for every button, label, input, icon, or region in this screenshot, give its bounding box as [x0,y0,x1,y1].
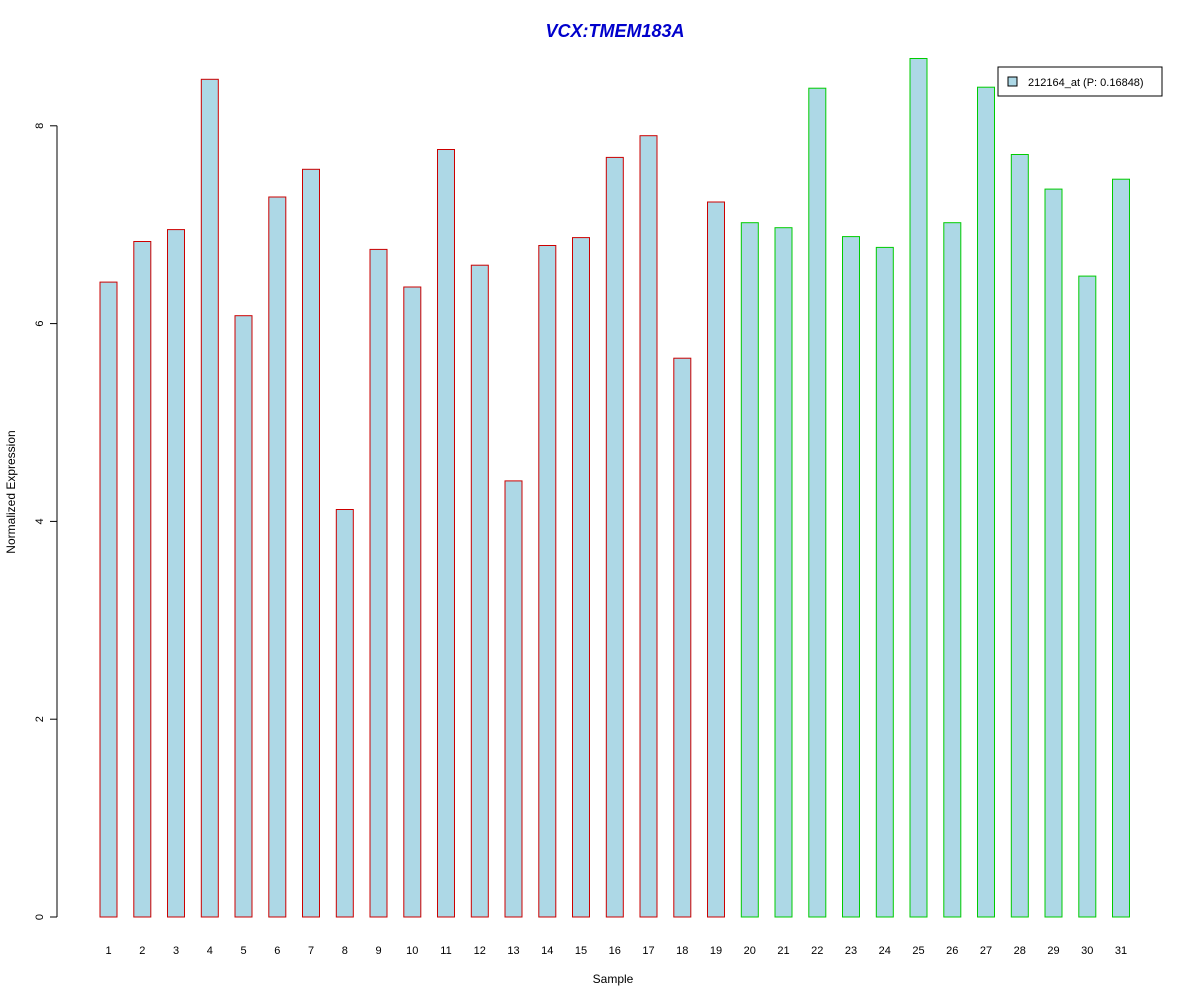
x-tick-label: 15 [575,945,587,957]
x-tick-label: 12 [474,945,486,957]
x-tick-label: 9 [375,945,381,957]
x-tick-label: 26 [946,945,958,957]
x-tick-label: 5 [240,945,246,957]
y-axis-label: Normalized Expression [4,430,18,553]
bar-sample-19 [707,201,725,918]
bar-sample-12 [470,264,489,918]
y-tick-label: 2 [34,716,46,722]
x-tick-label: 18 [676,945,688,957]
bar-sample-4 [200,78,219,918]
y-axis: 0 2 4 6 8 [34,123,58,920]
bar-sample-29 [1044,188,1063,918]
x-tick-label: 6 [274,945,280,957]
x-tick-label: 4 [207,945,213,957]
x-tick-label: 14 [541,945,553,957]
x-tick-label: 24 [879,945,891,957]
bar-sample-30 [1078,275,1097,918]
x-tick-label: 2 [139,945,145,957]
y-tick-label: 8 [34,123,46,129]
x-tick-label: 10 [406,945,418,957]
bar-sample-17 [639,135,658,918]
x-tick-label: 7 [308,945,314,957]
bar-sample-7 [302,168,320,918]
legend-box [997,66,1163,97]
bar-sample-2 [133,241,152,918]
bar-sample-14 [538,245,557,918]
legend: 212164_at (P: 0.16848) [997,66,1163,97]
legend-label: 212164_at (P: 0.16848) [1028,77,1144,89]
x-tick-label: 19 [710,945,722,957]
bar-sample-26 [943,222,962,918]
bar-sample-5 [234,315,253,918]
bar-sample-3 [167,229,185,918]
x-axis-tick-labels: 1 2 3 4 5 6 7 8 9 10 11 12 13 14 15 16 17 18 19 20 21 22 23 24 2… [105,945,1127,957]
legend-swatch [1007,76,1018,87]
bar-sample-13 [504,480,523,918]
bar-sample-9 [369,248,388,918]
bar-sample-27 [977,86,995,918]
chart-title: VCX:TMEM183A [545,21,684,41]
y-tick-label: 6 [34,321,46,327]
x-tick-label: 29 [1047,945,1059,957]
x-tick-label: 21 [777,945,789,957]
x-tick-label: 8 [342,945,348,957]
bars [99,58,1130,918]
x-tick-label: 16 [609,945,621,957]
bar-sample-11 [437,149,455,918]
bar-sample-18 [673,357,692,918]
bar-sample-20 [740,222,759,918]
x-tick-label: 27 [980,945,992,957]
x-tick-label: 13 [507,945,519,957]
bar-sample-6 [268,196,287,918]
bar-sample-10 [403,286,422,918]
x-tick-label: 30 [1081,945,1093,957]
bar-sample-24 [875,246,894,918]
bar-sample-15 [572,237,590,918]
x-tick-label: 1 [105,945,111,957]
bar-sample-1 [99,281,118,918]
x-axis-label: Sample [593,972,634,986]
bar-sample-8 [335,509,354,918]
x-tick-label: 28 [1014,945,1026,957]
x-tick-label: 17 [642,945,654,957]
x-tick-label: 22 [811,945,823,957]
bar-sample-22 [808,87,827,918]
bar-sample-25 [909,58,928,918]
bar-sample-31 [1112,178,1130,918]
x-tick-label: 25 [912,945,924,957]
x-tick-label: 31 [1115,945,1127,957]
bar-sample-21 [774,227,793,918]
x-tick-label: 3 [173,945,179,957]
y-tick-label: 4 [34,518,46,524]
bar-sample-16 [605,156,624,918]
bar-sample-23 [842,236,860,918]
y-tick-label: 0 [34,914,46,920]
x-tick-label: 20 [744,945,756,957]
x-tick-label: 23 [845,945,857,957]
bar-sample-28 [1010,154,1029,918]
x-tick-label: 11 [440,945,451,957]
